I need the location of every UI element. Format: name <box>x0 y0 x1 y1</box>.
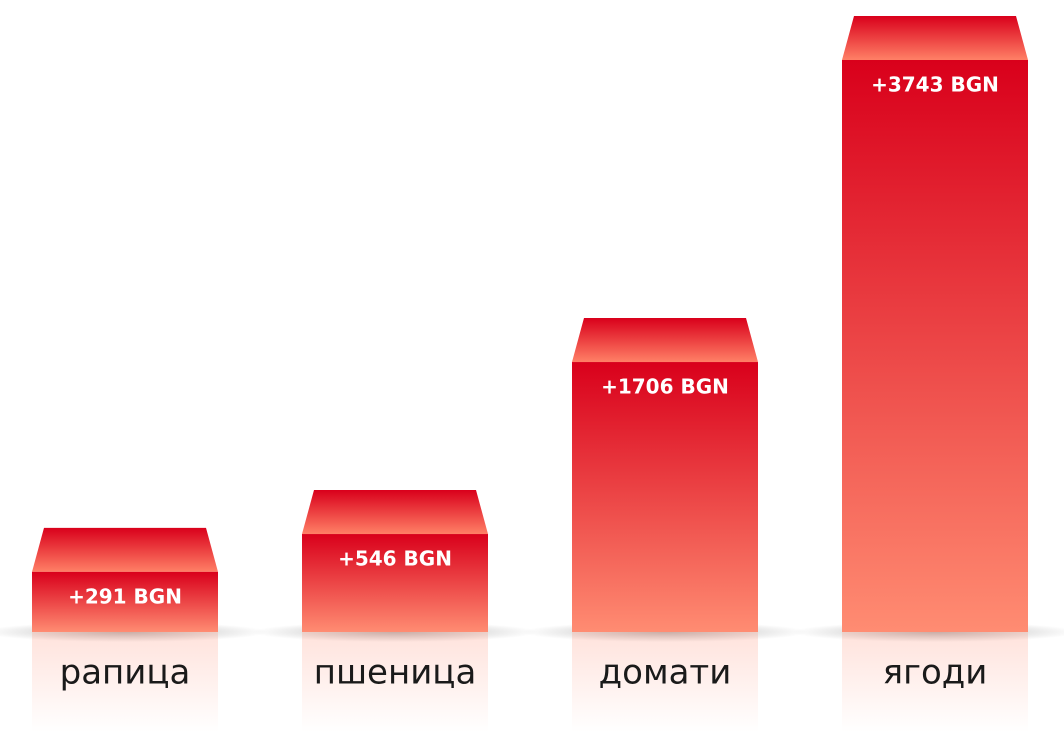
x-tick-label: пшеница <box>314 653 477 693</box>
bar-reflection <box>32 632 218 732</box>
bar-reflection <box>302 632 488 732</box>
value-label: +3743 BGN <box>871 73 999 97</box>
bar-reflection <box>842 632 1028 732</box>
bar-reflection <box>572 632 758 732</box>
value-label: +1706 BGN <box>601 375 729 399</box>
bar <box>302 534 488 632</box>
x-tick-label: ягоди <box>883 653 988 693</box>
bar-cap <box>32 527 218 572</box>
value-label: +291 BGN <box>68 584 182 608</box>
bar <box>32 571 218 632</box>
value-label: +546 BGN <box>338 547 452 571</box>
bar <box>572 362 758 632</box>
x-tick-label: рапица <box>60 653 191 693</box>
bar <box>842 60 1028 632</box>
bar-cap <box>302 490 488 535</box>
bar-cap <box>572 318 758 363</box>
x-tick-label: домати <box>599 653 732 693</box>
bar-cap <box>842 16 1028 60</box>
